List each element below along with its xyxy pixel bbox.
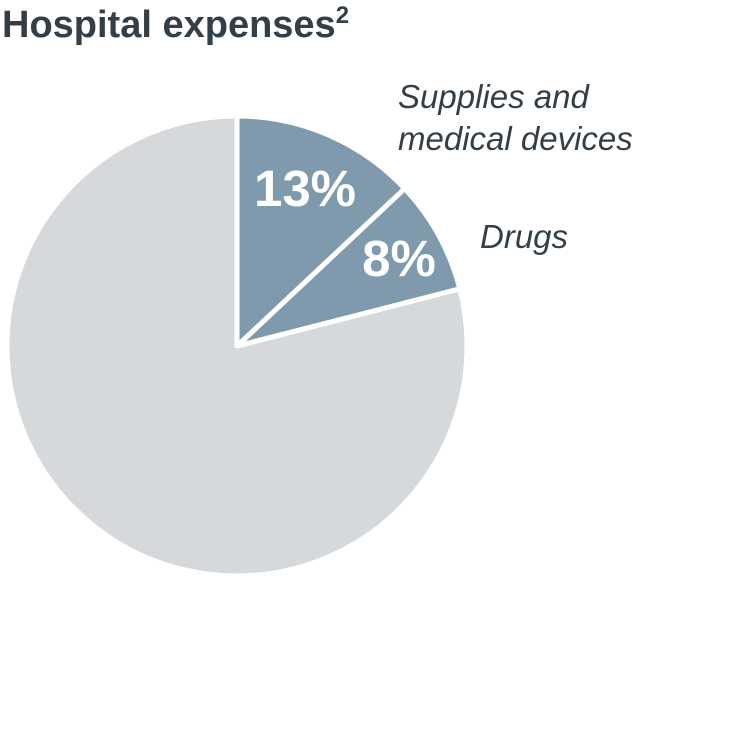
chart-title-text: Hospital expenses bbox=[2, 4, 336, 46]
slice-name-label-1: Supplies and medical devices bbox=[398, 78, 633, 157]
slice-name-line: medical devices bbox=[398, 120, 633, 157]
chart-title: Hospital expenses2 bbox=[2, 2, 349, 48]
slice-name-label-2: Drugs bbox=[480, 218, 568, 255]
slice-name-line: Drugs bbox=[480, 218, 568, 255]
pie-slice-1 bbox=[234, 113, 408, 349]
pie-slice-2 bbox=[234, 186, 463, 349]
slice-value-label-2: 8% bbox=[362, 230, 436, 287]
slice-name-line: Supplies and bbox=[398, 78, 590, 115]
slice-value-label-1: 13% bbox=[254, 160, 356, 217]
chart-title-superscript: 2 bbox=[335, 2, 350, 29]
